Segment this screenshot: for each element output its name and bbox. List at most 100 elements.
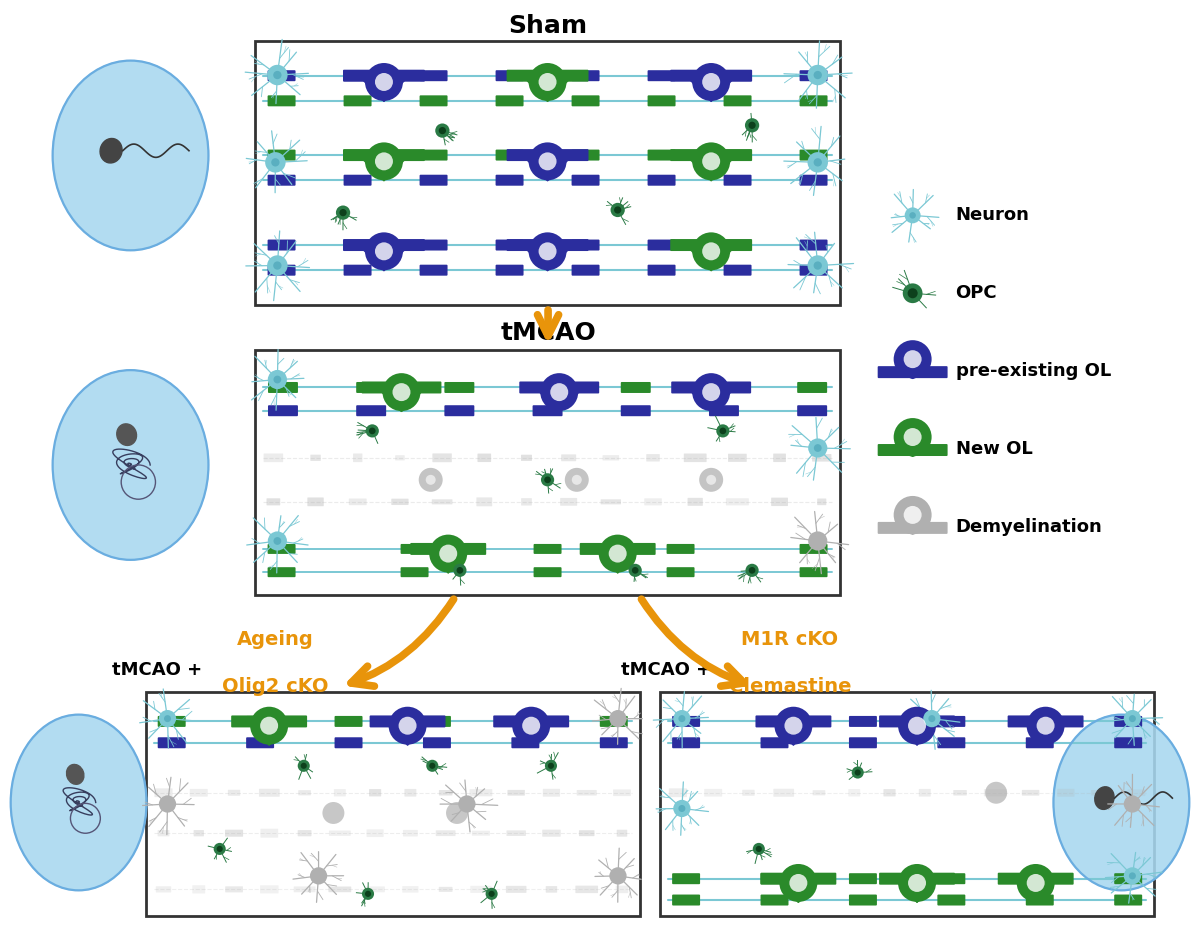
FancyBboxPatch shape	[349, 499, 367, 505]
FancyBboxPatch shape	[533, 382, 563, 393]
FancyBboxPatch shape	[439, 887, 452, 892]
FancyBboxPatch shape	[343, 175, 372, 186]
Circle shape	[678, 805, 685, 812]
FancyBboxPatch shape	[600, 737, 628, 748]
Circle shape	[814, 444, 822, 452]
FancyBboxPatch shape	[401, 544, 428, 554]
FancyBboxPatch shape	[688, 498, 703, 506]
FancyBboxPatch shape	[546, 886, 557, 893]
FancyBboxPatch shape	[414, 715, 445, 727]
Circle shape	[365, 142, 403, 180]
FancyBboxPatch shape	[268, 150, 295, 161]
FancyBboxPatch shape	[508, 790, 524, 795]
FancyBboxPatch shape	[370, 789, 382, 796]
Circle shape	[904, 428, 922, 446]
Circle shape	[894, 340, 931, 378]
Circle shape	[268, 370, 287, 389]
Circle shape	[907, 289, 918, 298]
Circle shape	[814, 71, 822, 80]
FancyBboxPatch shape	[797, 382, 827, 393]
FancyBboxPatch shape	[432, 500, 452, 504]
FancyBboxPatch shape	[620, 382, 650, 393]
FancyBboxPatch shape	[420, 70, 448, 81]
Circle shape	[1123, 868, 1141, 884]
Circle shape	[271, 158, 280, 166]
FancyBboxPatch shape	[268, 175, 295, 186]
Circle shape	[463, 800, 470, 808]
FancyBboxPatch shape	[538, 715, 569, 727]
FancyBboxPatch shape	[600, 716, 628, 727]
Circle shape	[702, 73, 720, 91]
FancyBboxPatch shape	[294, 886, 316, 893]
Circle shape	[548, 763, 554, 769]
Circle shape	[446, 802, 468, 824]
FancyBboxPatch shape	[672, 716, 700, 727]
FancyBboxPatch shape	[984, 789, 1007, 796]
Circle shape	[366, 425, 379, 438]
FancyBboxPatch shape	[1128, 789, 1145, 796]
FancyBboxPatch shape	[329, 831, 350, 836]
Text: Clemastine: Clemastine	[728, 677, 851, 696]
FancyBboxPatch shape	[720, 69, 752, 81]
FancyBboxPatch shape	[1042, 872, 1074, 884]
Circle shape	[614, 206, 622, 214]
FancyBboxPatch shape	[684, 453, 707, 462]
FancyBboxPatch shape	[469, 789, 492, 796]
FancyBboxPatch shape	[602, 455, 619, 461]
FancyBboxPatch shape	[534, 567, 562, 577]
FancyBboxPatch shape	[506, 149, 539, 161]
Circle shape	[541, 474, 554, 487]
Text: tMCAO +: tMCAO +	[622, 660, 718, 679]
Text: Olig2 cKO: Olig2 cKO	[222, 677, 329, 696]
Circle shape	[908, 874, 926, 892]
Circle shape	[274, 262, 282, 270]
FancyBboxPatch shape	[880, 872, 911, 884]
Circle shape	[702, 242, 720, 260]
Bar	[660, 692, 1154, 917]
Circle shape	[528, 142, 566, 180]
FancyBboxPatch shape	[756, 715, 787, 727]
FancyBboxPatch shape	[268, 240, 295, 251]
FancyBboxPatch shape	[335, 737, 362, 748]
Circle shape	[214, 843, 226, 855]
Circle shape	[756, 845, 762, 852]
Circle shape	[673, 710, 690, 727]
Circle shape	[539, 242, 557, 260]
Circle shape	[904, 351, 922, 368]
Circle shape	[1123, 796, 1141, 813]
FancyBboxPatch shape	[724, 240, 751, 251]
FancyBboxPatch shape	[329, 886, 352, 893]
Circle shape	[692, 373, 730, 411]
Text: Demyelination: Demyelination	[955, 518, 1103, 536]
Circle shape	[898, 864, 936, 902]
FancyBboxPatch shape	[420, 240, 448, 251]
Circle shape	[164, 800, 172, 808]
Circle shape	[458, 796, 475, 813]
Circle shape	[365, 232, 403, 270]
FancyBboxPatch shape	[156, 886, 172, 893]
FancyBboxPatch shape	[455, 543, 486, 555]
Circle shape	[1123, 710, 1141, 727]
FancyBboxPatch shape	[799, 544, 828, 554]
FancyBboxPatch shape	[601, 500, 622, 504]
FancyBboxPatch shape	[617, 830, 628, 836]
Circle shape	[540, 373, 578, 411]
Text: pre-existing OL: pre-existing OL	[955, 362, 1111, 380]
Ellipse shape	[116, 424, 137, 446]
FancyBboxPatch shape	[571, 95, 600, 106]
FancyBboxPatch shape	[724, 95, 751, 106]
FancyBboxPatch shape	[761, 872, 792, 884]
FancyBboxPatch shape	[401, 567, 428, 577]
FancyBboxPatch shape	[365, 886, 385, 893]
Circle shape	[340, 209, 347, 216]
FancyBboxPatch shape	[719, 381, 751, 393]
Circle shape	[565, 468, 589, 492]
FancyBboxPatch shape	[472, 831, 490, 835]
Circle shape	[365, 63, 403, 101]
FancyBboxPatch shape	[496, 95, 523, 106]
FancyBboxPatch shape	[799, 95, 828, 106]
FancyBboxPatch shape	[724, 70, 751, 81]
FancyBboxPatch shape	[533, 405, 563, 416]
FancyBboxPatch shape	[343, 149, 374, 161]
FancyBboxPatch shape	[395, 455, 404, 461]
